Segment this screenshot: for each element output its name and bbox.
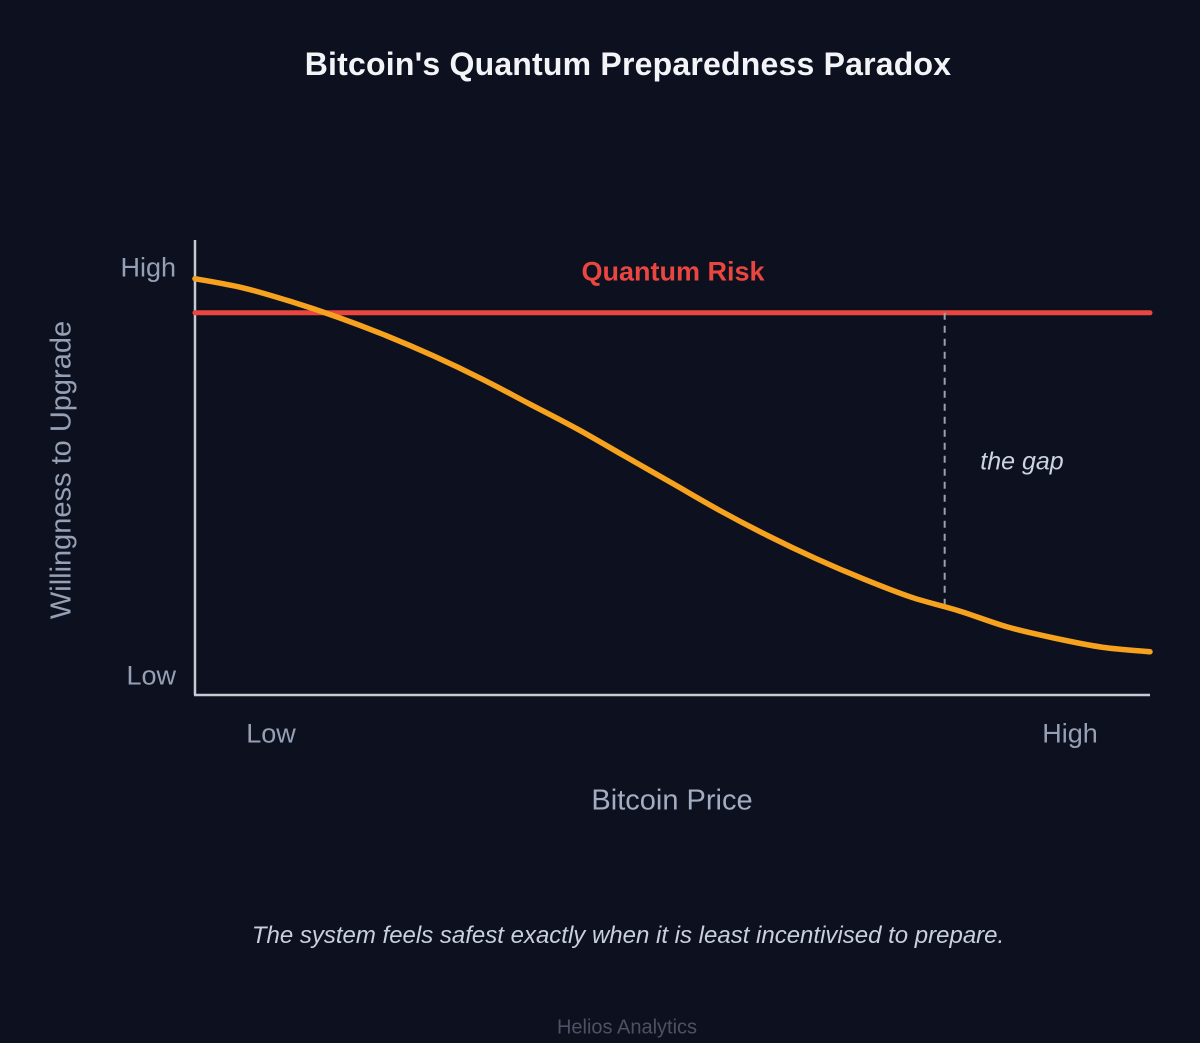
y-axis-label: Willingness to Upgrade bbox=[45, 320, 78, 620]
y-tick-low: Low bbox=[126, 660, 176, 691]
quantum-risk-label: Quantum Risk bbox=[581, 256, 765, 287]
chart-caption: The system feels safest exactly when it … bbox=[251, 922, 1005, 949]
x-tick-low: Low bbox=[246, 718, 296, 749]
y-tick-high: High bbox=[120, 252, 176, 283]
chart-title: Bitcoin's Quantum Preparedness Paradox bbox=[304, 46, 952, 83]
x-axis-label: Bitcoin Price bbox=[591, 784, 753, 817]
brand-footer: Helios Analytics bbox=[556, 1016, 698, 1039]
gap-annotation-label: the gap bbox=[980, 447, 1064, 476]
willingness-curve bbox=[192, 275, 1153, 655]
x-tick-high: High bbox=[1042, 718, 1098, 749]
